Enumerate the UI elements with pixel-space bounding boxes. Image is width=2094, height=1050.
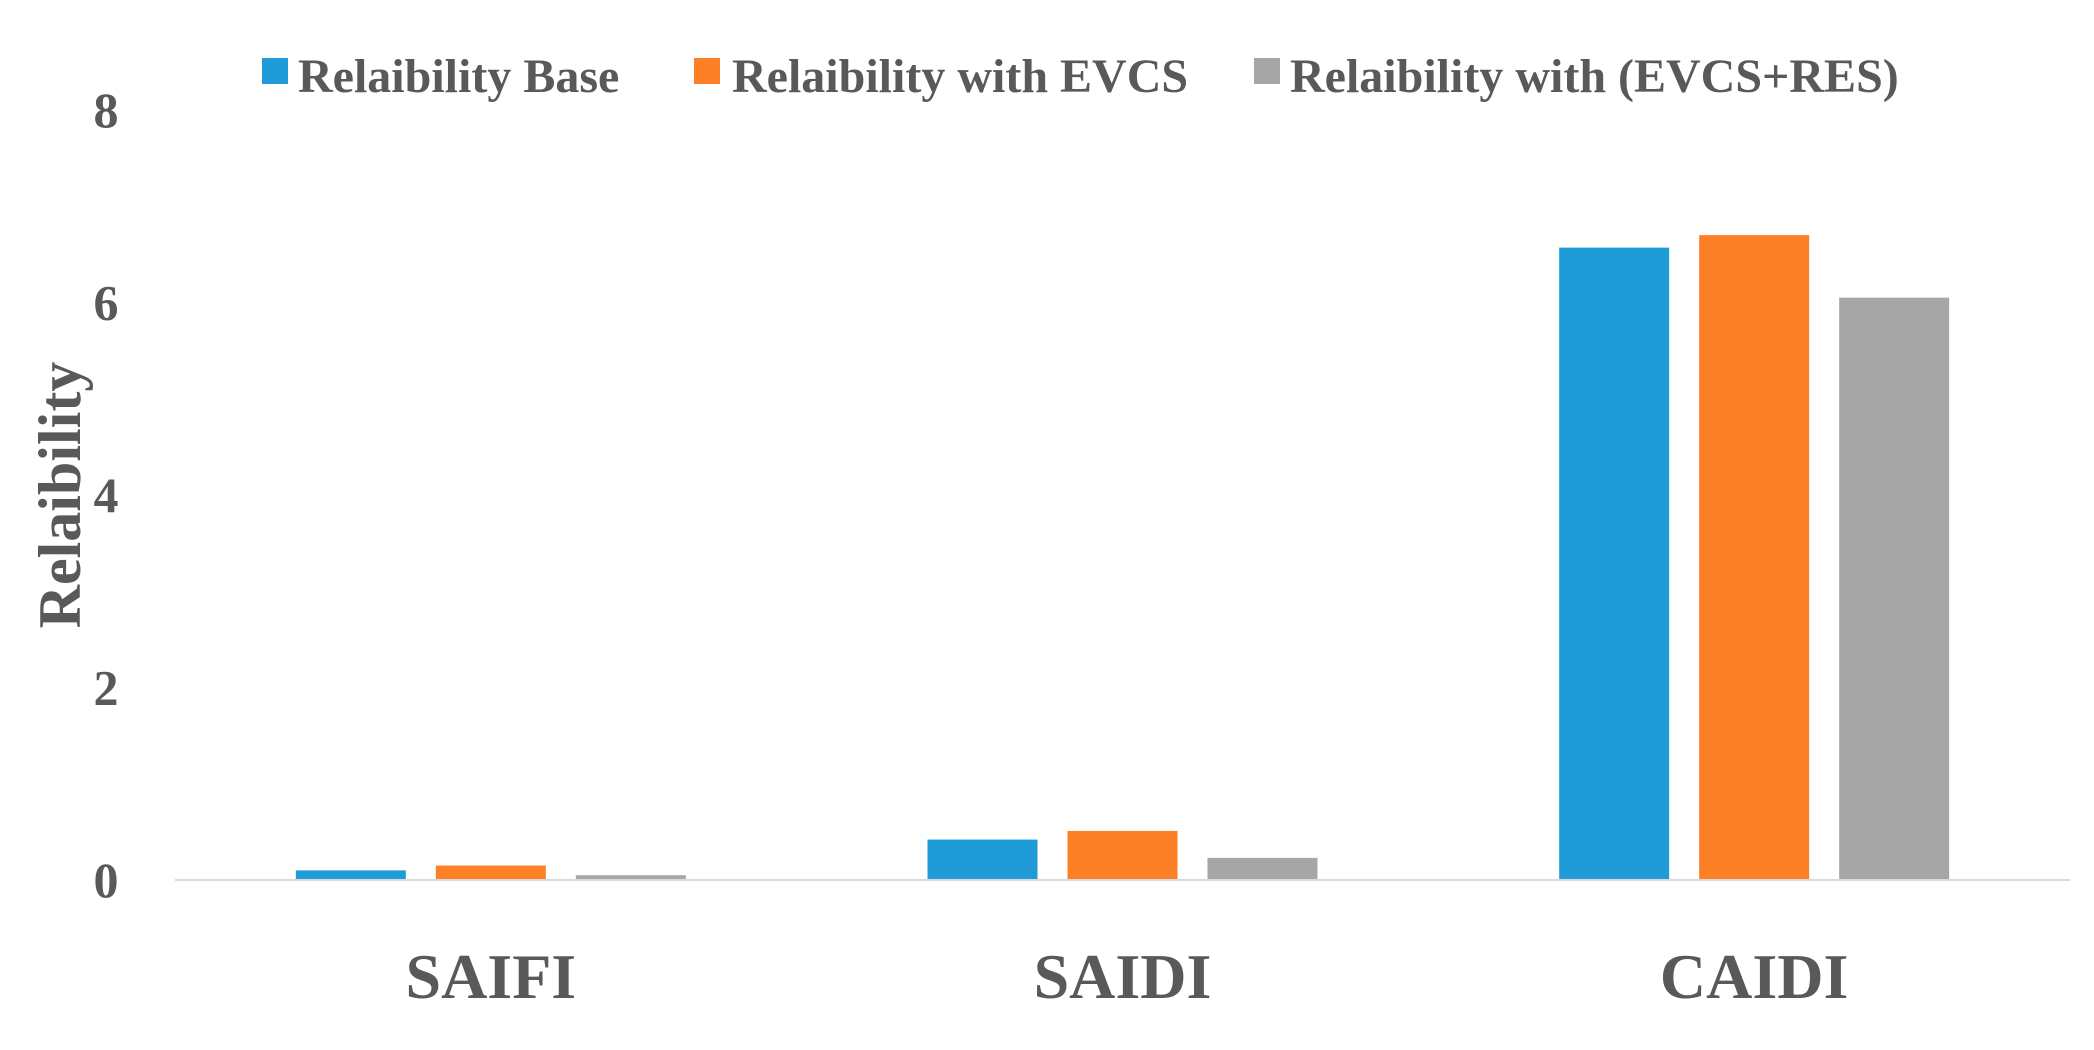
x-tick-label: CAIDI — [1660, 941, 1848, 1012]
legend-item: Relaibility Base — [262, 50, 619, 103]
bar-saidi-series-3 — [1207, 857, 1318, 880]
bar-saifi-series-3 — [575, 875, 686, 880]
y-tick-label: 2 — [94, 660, 119, 716]
y-tick-label: 6 — [94, 275, 119, 331]
bar-caidi-series-2 — [1699, 235, 1810, 880]
bar-saidi-series-1 — [927, 839, 1038, 880]
bars — [295, 235, 1950, 880]
legend-swatch — [262, 58, 288, 84]
legend-label: Relaibility with (EVCS+RES) — [1290, 50, 1899, 103]
legend-swatch — [1254, 58, 1280, 84]
legend: Relaibility Base Relaibility with EVCS Rel… — [262, 50, 1899, 103]
y-tick-label: 8 — [94, 82, 119, 138]
legend-label: Relaibility Base — [298, 50, 619, 103]
x-axis: SAIFI SAIDI CAIDI — [175, 879, 2070, 1012]
bar-caidi-series-1 — [1559, 247, 1670, 880]
y-tick-label: 0 — [94, 852, 119, 908]
x-tick-label: SAIFI — [405, 941, 576, 1012]
legend-item: Relaibility with EVCS — [694, 50, 1188, 103]
y-axis-label: Relaibility — [27, 362, 93, 629]
legend-swatch — [694, 58, 720, 84]
x-tick-label: SAIDI — [1034, 941, 1212, 1012]
bar-saifi-series-1 — [295, 870, 406, 880]
bar-caidi-series-3 — [1839, 297, 1950, 880]
bar-saifi-series-2 — [435, 865, 546, 880]
bar-saidi-series-2 — [1067, 830, 1178, 880]
y-axis: 0 2 4 6 8 Relaibility — [27, 82, 119, 908]
legend-item: Relaibility with (EVCS+RES) — [1254, 50, 1899, 103]
legend-label: Relaibility with EVCS — [732, 50, 1188, 103]
y-tick-label: 4 — [94, 467, 119, 523]
